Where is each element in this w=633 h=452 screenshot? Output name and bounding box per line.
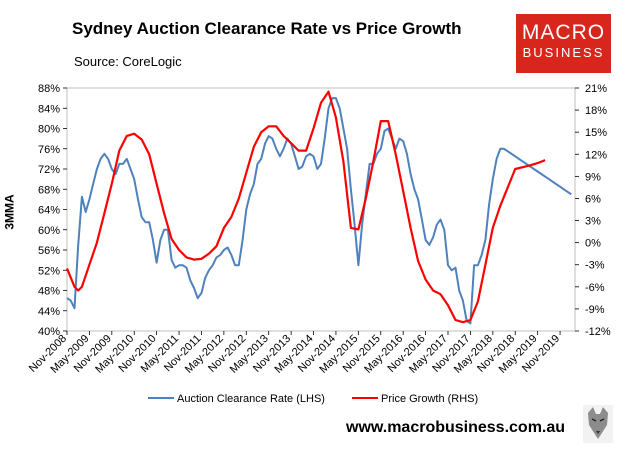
y-left-tick-label: 72% (38, 164, 60, 176)
y-left-tick-label: 80% (38, 124, 60, 136)
y-left-tick-label: 48% (38, 286, 60, 298)
y-right-tick-label: 9% (585, 171, 601, 183)
y-left-tick-label: 88% (38, 83, 60, 95)
y-left-tick-label: 40% (38, 326, 60, 338)
y-left-tick-label: 60% (38, 225, 60, 237)
y-left-tick-label: 84% (38, 103, 60, 115)
wolf-logo-icon (583, 405, 613, 443)
chart-source: Source: CoreLogic (74, 54, 182, 69)
y-right-tick-label: 3% (585, 216, 601, 228)
y-right-tick-label: -3% (585, 260, 605, 272)
price-growth-line (65, 90, 546, 324)
auction-clearance-line (66, 97, 572, 325)
y-right-tick-label: -12% (585, 326, 611, 338)
y-right-tick-label: 0% (585, 238, 601, 250)
y-right-tick-label: -9% (585, 304, 605, 316)
y-right-tick-label: 21% (585, 83, 607, 95)
macrobusiness-logo: MACRO BUSINESS (516, 14, 611, 73)
y-left-tick-label: 68% (38, 184, 60, 196)
y-right-tick-label: 18% (585, 105, 607, 117)
y-left-tick-label: 64% (38, 205, 60, 217)
y-right-tick-label: -6% (585, 282, 605, 294)
y-left-tick-label: 52% (38, 265, 60, 277)
chart-title: Sydney Auction Clearance Rate vs Price G… (72, 19, 462, 38)
y-right-tick-label: 6% (585, 193, 601, 205)
y-left-tick-label: 44% (38, 306, 60, 318)
logo-line-1: MACRO (521, 21, 606, 44)
y-right-tick-label: 15% (585, 127, 607, 139)
legend-label-auction: Auction Clearance Rate (LHS) (177, 393, 325, 405)
logo-line-2: BUSINESS (522, 45, 605, 60)
y-right-tick-label: 12% (585, 149, 607, 161)
y-left-tick-label: 56% (38, 245, 60, 257)
legend-label-price: Price Growth (RHS) (381, 393, 478, 405)
website-url: www.macrobusiness.com.au (346, 419, 566, 436)
y-left-tick-label: 76% (38, 144, 60, 156)
